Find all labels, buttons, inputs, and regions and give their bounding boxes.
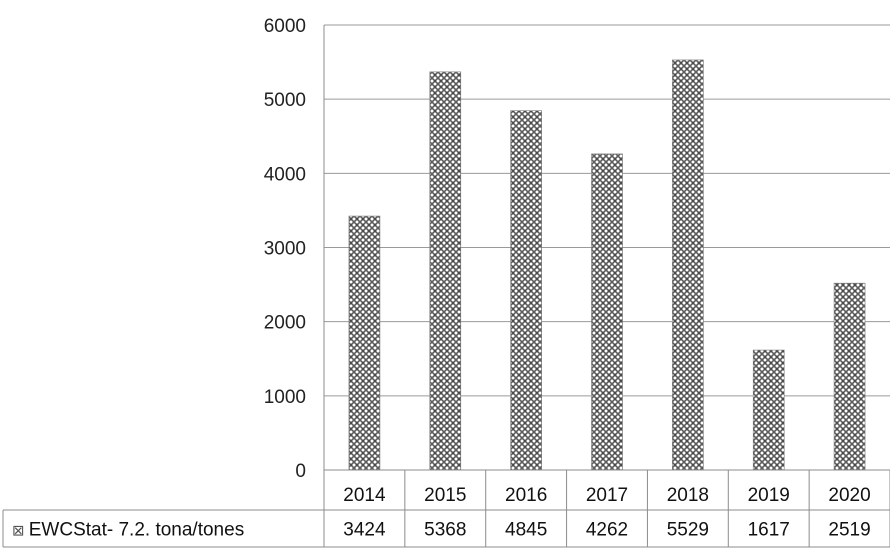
- y-tick-label: 1000: [264, 387, 306, 408]
- x-category-label: 2017: [586, 485, 628, 506]
- x-category-label: 2019: [748, 485, 790, 506]
- y-tick-label: 5000: [264, 90, 306, 111]
- y-tick-label: 6000: [264, 16, 306, 37]
- x-category-label: 2016: [505, 485, 547, 506]
- data-value-cell: 4262: [586, 520, 628, 541]
- bar: [348, 215, 381, 471]
- y-tick-label: 4000: [264, 164, 306, 185]
- bar: [429, 71, 462, 471]
- y-tick-label: 0: [295, 461, 306, 482]
- y-axis-ticks: 0 1000 2000 3000 4000 5000 6000: [264, 16, 306, 482]
- bar: [591, 153, 623, 471]
- x-category-label: 2014: [343, 485, 386, 506]
- data-value-cell: 5529: [667, 520, 709, 541]
- legend-series-label: ⊠ EWCStat- 7.2. tona/tones: [12, 520, 244, 541]
- data-value-cell: 2519: [828, 520, 870, 541]
- data-value-cell: 1617: [748, 520, 790, 541]
- bars: [348, 59, 866, 471]
- data-table: 2014 2015 2016 2017 2018 2019 2020 ⊠ EWCStat- 7…: [2, 469, 890, 548]
- data-value-cell: 4845: [505, 520, 547, 541]
- y-tick-label: 3000: [264, 239, 306, 260]
- legend-pattern-icon: ⊠: [12, 523, 29, 540]
- bar: [833, 282, 866, 471]
- bar: [510, 110, 542, 471]
- bar: [672, 59, 704, 471]
- y-tick-label: 2000: [264, 313, 306, 334]
- data-value-cell: 3424: [343, 520, 386, 541]
- data-value-cell: 5368: [424, 520, 466, 541]
- x-category-label: 2020: [828, 485, 870, 506]
- x-category-label: 2018: [667, 485, 709, 506]
- bar: [752, 349, 785, 471]
- x-category-label: 2015: [424, 485, 466, 506]
